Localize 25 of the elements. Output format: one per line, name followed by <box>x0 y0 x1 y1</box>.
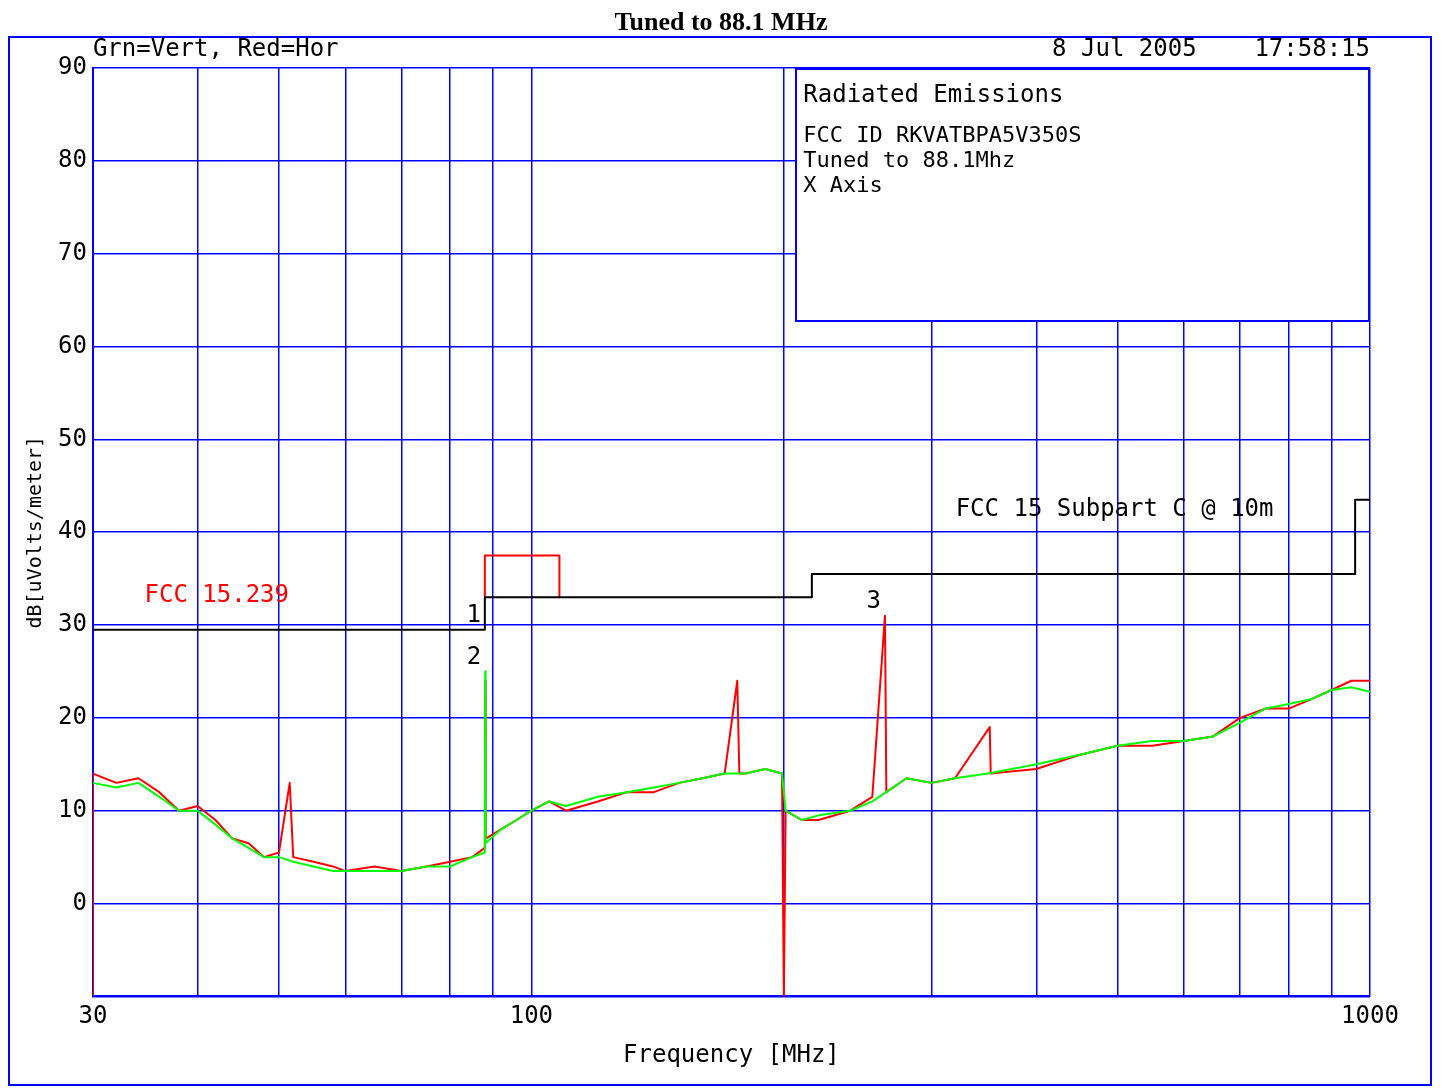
text: 8 Jul 2005 17:58:15 <box>1052 34 1370 62</box>
annotation: Tuned to 88.1Mhz <box>803 147 1017 172</box>
annotation: 3 <box>866 585 881 614</box>
chart-title: Tuned to 88.1 MHz <box>614 7 828 36</box>
y-tick-label: 60 <box>57 330 87 359</box>
text: Grn=Vert, Red=Hor <box>92 34 339 62</box>
y-tick-label: 90 <box>57 52 87 81</box>
y-tick-label: 10 <box>57 794 87 823</box>
annotation: X Axis <box>803 172 884 197</box>
annotation: 1 <box>466 599 481 628</box>
y-axis-title: dB[uVolts/meter] <box>22 435 47 629</box>
y-tick-label: 40 <box>57 516 87 545</box>
annotation: 2 <box>466 641 482 670</box>
annotation: FCC ID RKVATBPA5V350S <box>803 122 1083 147</box>
y-tick-label: 30 <box>57 609 87 638</box>
annotation: Radiated Emissions <box>803 80 1065 108</box>
y-tick-label: 20 <box>57 702 87 731</box>
x-tick-label: 1000 <box>1341 1001 1399 1030</box>
x-axis-title: Frequency [MHz] <box>623 1039 840 1068</box>
y-tick-label: 0 <box>72 887 87 916</box>
y-tick-label: 70 <box>57 237 87 266</box>
x-tick-label: 100 <box>509 1001 554 1030</box>
y-tick-label: 80 <box>57 145 87 174</box>
x-tick-label: 30 <box>78 1001 108 1030</box>
y-tick-label: 50 <box>57 423 87 452</box>
